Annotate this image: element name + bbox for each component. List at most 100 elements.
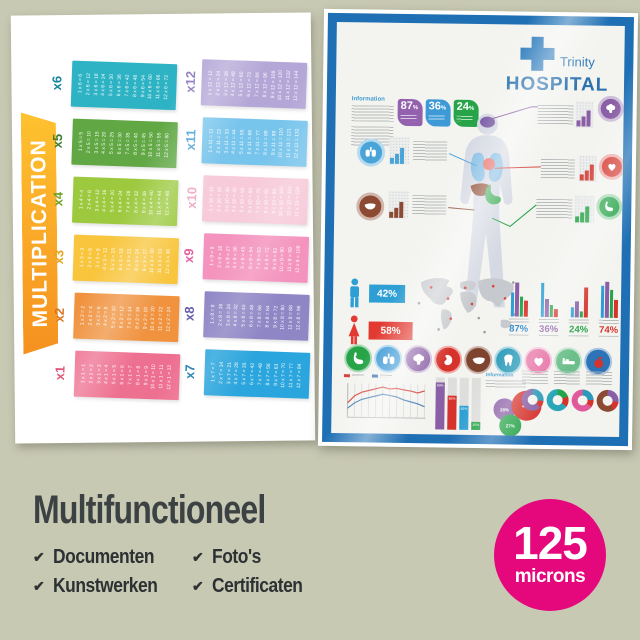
female-icon: [348, 315, 360, 345]
page-title: Multifunctioneel: [33, 488, 266, 532]
stat-group-bars: [540, 277, 558, 318]
bar-track: 65%: [447, 377, 457, 430]
equation-list: 1 x 12 = 12 2 x 12 = 24 3 x 12 = 36 4 x 12 …: [201, 59, 308, 109]
equation: 7 x 2 = 14: [126, 306, 134, 329]
equation: 12 x 5 = 60: [163, 132, 171, 158]
hospital-logo: Trinity HOSPITAL: [498, 36, 617, 97]
equation: 11 x 3 = 33: [157, 248, 165, 273]
tooth-icon: [493, 346, 523, 375]
equation: 12 x 3 = 36: [164, 248, 172, 274]
equation: 12 x 9 = 108: [294, 245, 302, 274]
percentage-bar-chart: 90% 65% 45% 15%: [435, 375, 481, 431]
equation: 12 x 12 = 144: [293, 70, 301, 101]
equation: 1 x 5 = 5: [77, 132, 85, 152]
card-factor-label: x1: [52, 365, 68, 381]
check-icon: ✔: [33, 549, 45, 565]
equation: 6 x 10 = 60: [247, 187, 255, 213]
multiplication-card-x12: x12 1 x 12 = 12 2 x 12 = 24 3 x 12 = 36 4 x …: [183, 59, 308, 109]
equation: 3 x 3 = 9: [94, 248, 102, 269]
bar-track: 15%: [471, 377, 481, 431]
equation: 7 x 3 = 21: [125, 248, 133, 271]
equation: 9 x 11 = 99: [270, 130, 278, 156]
equation: 11 x 5 = 55: [155, 132, 163, 157]
card-factor-label: x2: [51, 307, 67, 323]
bar-fill: 45%: [459, 405, 469, 430]
donut-chart: [546, 388, 569, 412]
equation: 1 x 10 = 10: [208, 185, 216, 212]
equation: 4 x 3 = 12: [102, 247, 110, 270]
check-icon: ✔: [192, 549, 204, 565]
equation: 11 x 6 = 66: [155, 74, 163, 99]
multiplication-column-right: x12 1 x 12 = 12 2 x 12 = 24 3 x 12 = 36 4 x …: [181, 59, 311, 399]
equation: 2 x 3 = 6: [86, 248, 94, 268]
equation: 2 x 11 = 22: [215, 128, 223, 154]
equation: 12 x 1 = 12: [166, 364, 174, 390]
equation: 4 x 4 = 16: [101, 189, 109, 212]
equation: 10 x 3 = 30: [149, 247, 157, 273]
lungs-icon: [373, 344, 403, 373]
checklist-column-right: ✔ Foto's ✔ Certificaten: [192, 546, 316, 598]
equation: 4 x 5 = 20: [101, 131, 108, 154]
equation: 10 x 8 = 80: [279, 304, 287, 330]
donut-chart: [596, 389, 619, 412]
liver-callout-icon: [356, 192, 385, 221]
placeholder-text: [508, 318, 529, 323]
information-title: Information: [351, 96, 385, 103]
line-chart-legend: [343, 374, 428, 378]
card-factor-label: x3: [50, 249, 67, 265]
equation: 5 x 9 = 45: [240, 246, 247, 269]
checklist-item: ✔ Foto's: [192, 546, 316, 569]
equation: 2 x 7 = 14: [217, 361, 225, 384]
equation: 1 x 6 = 6: [77, 74, 84, 94]
equation: 5 x 10 = 50: [239, 187, 247, 213]
mini-chart-bars: [579, 164, 594, 181]
gender-statistics: 42% 58%: [346, 278, 413, 346]
stomach-mini-chart: [574, 195, 595, 224]
equation: 5 x 7 = 35: [241, 362, 249, 385]
bar-fill: 90%: [435, 382, 445, 430]
equation: 4 x 8 = 32: [232, 304, 240, 327]
equation: 9 x 7 = 63: [272, 363, 280, 386]
equation: 3 x 12 = 36: [222, 70, 230, 96]
footnote-text-columns: [521, 370, 613, 386]
equation: 10 x 1 = 10: [150, 363, 158, 389]
equation: 3 x 2 = 6: [95, 306, 102, 327]
equation: 1 x 1 = 1: [80, 364, 87, 384]
donut-chart: [521, 388, 544, 411]
equation: 8 x 9 = 72: [263, 247, 271, 270]
stat-group-label: 87%: [509, 323, 529, 337]
equation: 4 x 2 = 8: [102, 306, 110, 327]
equation: 9 x 1 = 9: [142, 366, 150, 386]
equation: 4 x 11 = 44: [231, 128, 238, 154]
lungs-callout-text: [412, 141, 448, 162]
equation: 9 x 4 = 36: [140, 190, 148, 214]
equation: 7 x 11 = 77: [254, 129, 262, 155]
equation: 11 x 10 = 110: [286, 186, 294, 217]
bar-track: 90%: [435, 377, 445, 430]
equation: 10 x 6 = 60: [147, 73, 155, 99]
multiplication-card-x10: x10 1 x 10 = 10 2 x 10 = 20 3 x 10 = 30 4 x …: [184, 175, 309, 225]
statistic-bar-groups: 87% 36% 24% 74%: [507, 276, 622, 338]
bubble: 27%: [499, 414, 522, 437]
stat-group-label: 24%: [568, 324, 589, 337]
equation: 4 x 6 = 24: [100, 73, 108, 96]
equation: 3 x 8 = 24: [225, 303, 232, 327]
equation: 6 x 4 = 24: [117, 190, 125, 213]
equation: 12 x 6 = 72: [163, 74, 171, 100]
equation: 6 x 6 = 36: [116, 74, 123, 97]
equation: 1 x 3 = 3: [78, 248, 86, 268]
check-icon: ✔: [33, 578, 45, 594]
equation: 1 x 11 = 11: [207, 128, 215, 153]
equation: 3 x 7 = 21: [225, 361, 233, 385]
heart-mini-chart: [578, 155, 598, 182]
equation: 5 x 11 = 55: [238, 129, 246, 154]
